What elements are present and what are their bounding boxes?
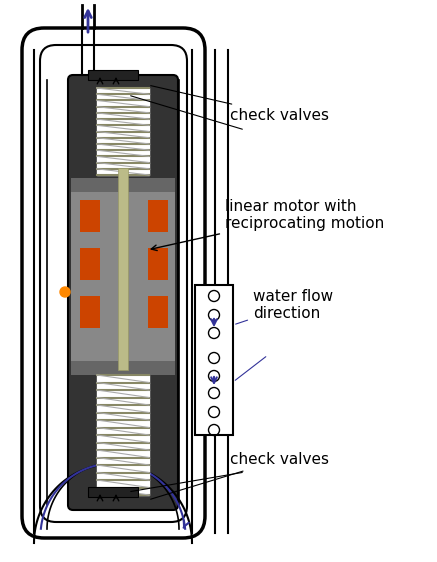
Bar — [148, 296, 168, 328]
Text: check valves: check valves — [151, 452, 329, 499]
Bar — [71, 361, 175, 375]
Bar — [97, 88, 149, 175]
Circle shape — [60, 287, 70, 297]
Bar — [195, 285, 233, 435]
Bar — [71, 178, 175, 192]
Bar — [80, 248, 100, 280]
FancyBboxPatch shape — [68, 75, 178, 510]
Text: check valves: check valves — [151, 85, 329, 123]
Bar — [80, 296, 100, 328]
Bar — [97, 375, 149, 495]
Bar — [148, 248, 168, 280]
Text: water flow
direction: water flow direction — [236, 289, 333, 324]
Text: linear motor with
reciprocating motion: linear motor with reciprocating motion — [151, 199, 384, 251]
Bar — [88, 487, 138, 497]
Bar — [118, 168, 128, 370]
Bar — [148, 200, 168, 232]
Bar — [88, 70, 138, 80]
Bar — [80, 200, 100, 232]
Bar — [71, 178, 175, 375]
